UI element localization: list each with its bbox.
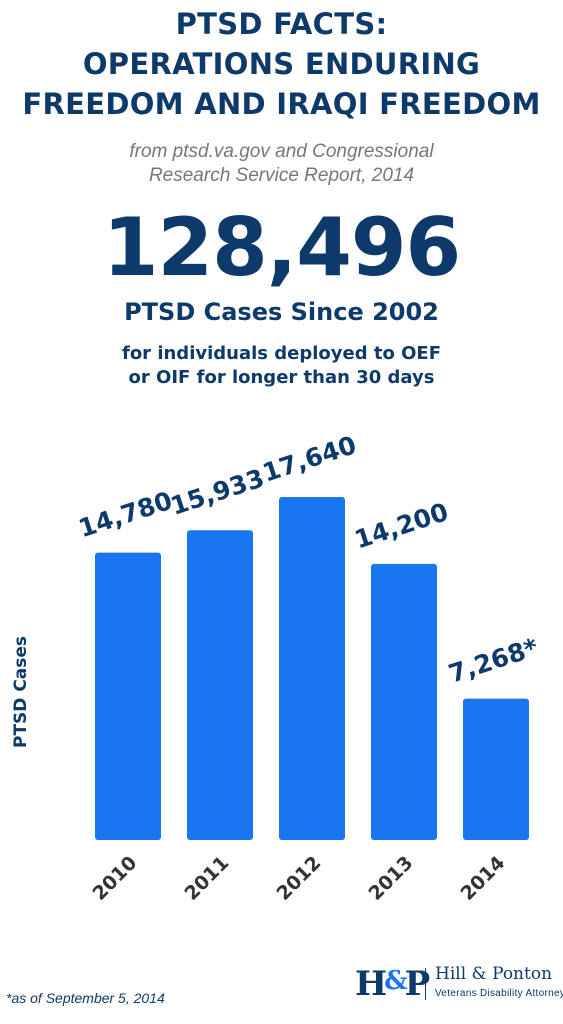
title-line-3: FREEDOM AND IRAQI FREEDOM: [22, 87, 541, 121]
source-text: from ptsd.va.gov and Congressional Resea…: [0, 140, 563, 188]
bar-2013: [371, 563, 437, 840]
bar-2012: [279, 497, 345, 840]
title-line-1: PTSD FACTS:: [175, 7, 388, 41]
total-cases-label: PTSD Cases Since 2002: [124, 298, 439, 326]
deployment-detail: for individuals deployed to OEF or OIF f…: [0, 342, 563, 390]
x-tick-label-2011: 2011: [180, 852, 233, 905]
data-label-2014: 7,268*: [445, 633, 542, 689]
logo-divider: [425, 968, 426, 1000]
data-label-2010: 14,780: [75, 486, 176, 543]
x-tick-label-2012: 2012: [272, 852, 325, 905]
x-tick-label-2010: 2010: [88, 852, 141, 905]
x-tick-label-2014: 2014: [456, 852, 509, 905]
bar-2014: [463, 698, 529, 840]
logo-name: Hill & Ponton: [435, 964, 553, 984]
data-label-2011: 15,933: [167, 463, 268, 520]
total-cases-number: 128,496: [102, 201, 461, 294]
y-axis-label: PTSD Cases: [11, 636, 31, 748]
bar-2010: [95, 552, 161, 840]
logo-mark: H&P: [355, 964, 430, 1004]
detail-line-2: or OIF for longer than 30 days: [128, 367, 435, 388]
footnote: *as of September 5, 2014: [6, 990, 165, 1006]
page-title: PTSD FACTS: OPERATIONS ENDURING FREEDOM …: [0, 4, 563, 124]
source-line-2: Research Service Report, 2014: [148, 165, 415, 186]
hill-ponton-logo: H&P Hill & Ponton Veterans Disability At…: [355, 962, 563, 1006]
bar-2011: [187, 530, 253, 840]
detail-line-1: for individuals deployed to OEF: [121, 343, 442, 364]
logo-tagline: Veterans Disability Attorneys: [435, 988, 563, 999]
source-line-1: from ptsd.va.gov and Congressional: [129, 141, 434, 162]
title-line-2: OPERATIONS ENDURING: [82, 47, 481, 81]
data-label-2013: 14,200: [351, 497, 452, 554]
x-tick-label-2013: 2013: [364, 852, 417, 905]
data-label-2012: 17,640: [259, 430, 360, 487]
